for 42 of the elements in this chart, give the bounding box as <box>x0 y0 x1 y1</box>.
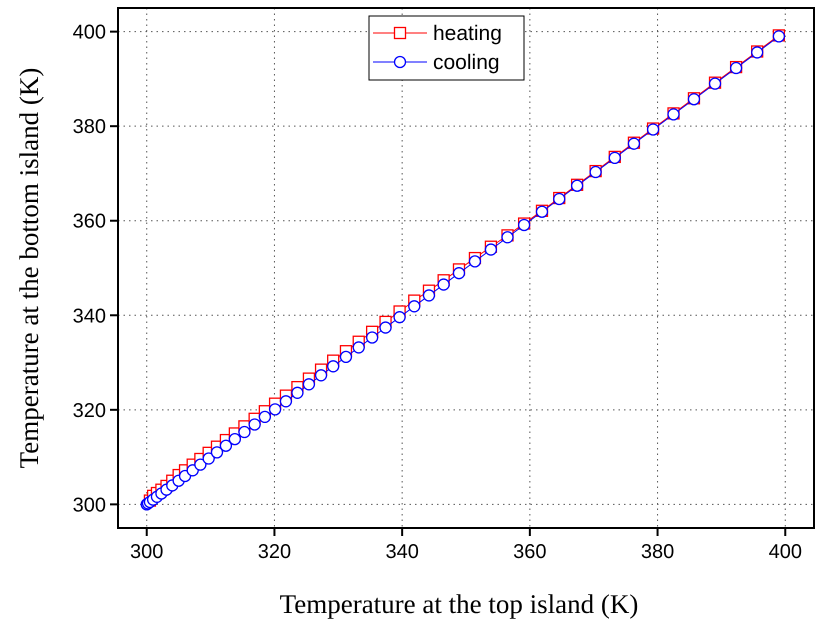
point <box>327 360 340 372</box>
x-tick-label: 400 <box>768 541 802 563</box>
x-tick-label: 360 <box>513 541 547 563</box>
point <box>452 267 466 280</box>
y-tick-label: 400 <box>72 22 106 44</box>
y-tick-label: 320 <box>72 400 106 422</box>
point <box>280 395 292 408</box>
legend-label: heating <box>433 22 502 45</box>
point <box>220 440 232 452</box>
y-tick-label: 360 <box>72 210 106 233</box>
y-tick-label: 340 <box>72 305 106 328</box>
point <box>408 300 420 312</box>
point <box>248 418 261 431</box>
y-tick-label: 380 <box>72 116 106 138</box>
point <box>422 289 436 302</box>
point <box>352 341 365 354</box>
point <box>268 403 282 416</box>
point <box>210 446 224 459</box>
x-tick-label: 340 <box>385 541 419 563</box>
point <box>258 410 272 424</box>
point <box>302 378 316 390</box>
point <box>393 311 406 324</box>
legend-label: cooling <box>433 51 500 74</box>
point <box>202 452 215 465</box>
point <box>238 426 251 438</box>
point <box>291 386 304 399</box>
y-tick-label: 300 <box>72 494 106 516</box>
point <box>438 278 450 291</box>
point <box>366 331 378 344</box>
y-axis-title: Temperature at the bottom island (K) <box>14 68 44 468</box>
point <box>468 255 482 268</box>
point <box>484 243 498 256</box>
point <box>228 432 241 446</box>
x-axis-title: Temperature at the top island (K) <box>280 589 638 619</box>
x-tick-label: 300 <box>130 541 164 563</box>
point <box>194 458 207 471</box>
x-tick-label: 320 <box>258 541 292 563</box>
point <box>314 369 328 382</box>
point <box>186 464 199 476</box>
x-tick-label: 380 <box>640 541 674 563</box>
point <box>379 321 392 334</box>
point <box>340 350 352 364</box>
